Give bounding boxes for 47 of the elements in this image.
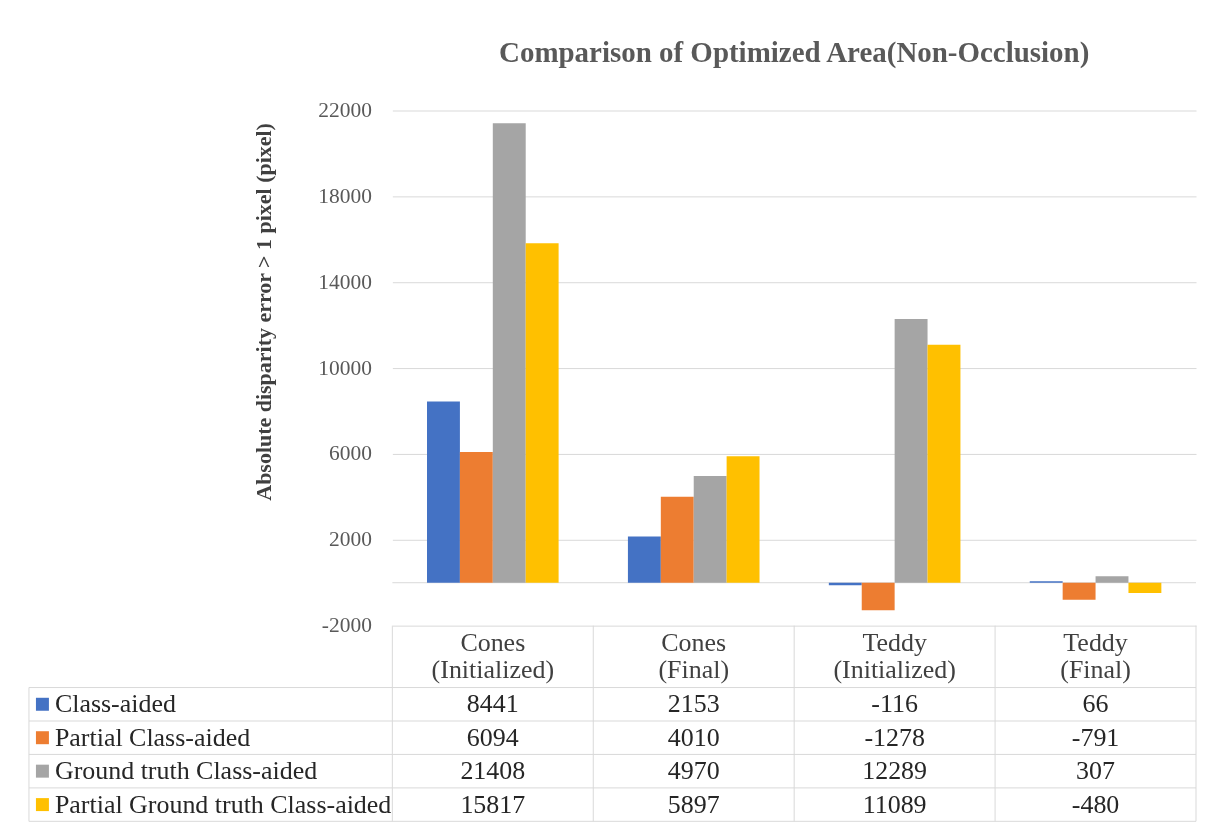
y-tick-label: 6000 <box>328 441 372 466</box>
x-tick-label: Cones (Final) <box>658 628 730 685</box>
data-label: 66 <box>1082 689 1109 719</box>
y-axis-title: Absolute disparity error > 1 pixel (pixel) <box>251 123 277 501</box>
data-label: 4970 <box>667 756 720 786</box>
legend-label: Partial Ground truth Class-aided <box>54 789 392 819</box>
bar <box>525 243 559 583</box>
bar <box>627 536 661 583</box>
data-label: -1278 <box>864 722 925 752</box>
data-label: -116 <box>871 689 918 719</box>
data-label: 12289 <box>862 756 928 786</box>
bar <box>660 496 694 583</box>
legend-label: Ground truth Class-aided <box>54 756 318 786</box>
bar <box>492 123 526 583</box>
data-label: 6094 <box>466 722 519 752</box>
data-label: 15817 <box>460 789 526 819</box>
data-label: 11089 <box>862 789 927 819</box>
x-tick-label: Cones (Initialized) <box>431 628 555 685</box>
y-tick-label: 10000 <box>318 355 372 380</box>
bar <box>726 456 760 583</box>
data-label: 2153 <box>667 689 720 719</box>
bar <box>894 318 928 583</box>
bar <box>1095 576 1129 583</box>
data-label: 5897 <box>667 789 720 819</box>
data-label: 21408 <box>460 756 526 786</box>
y-tick-label: -2000 <box>321 613 372 638</box>
bar <box>1062 582 1096 600</box>
bar <box>927 344 961 583</box>
legend-label: Class-aided <box>54 689 176 719</box>
y-tick-label: 22000 <box>318 97 372 122</box>
data-label: 4010 <box>667 722 720 752</box>
data-label: 307 <box>1076 756 1116 786</box>
bar <box>427 401 460 583</box>
y-tick-label: 18000 <box>318 183 372 208</box>
data-label: 8441 <box>466 689 519 719</box>
bar <box>693 476 727 583</box>
legend-label: Partial Class-aided <box>54 722 251 752</box>
bar <box>1128 582 1162 594</box>
x-tick-label: Teddy (Initialized) <box>833 628 956 685</box>
chart-title: Comparison of Optimized Area(Non-Occlusion) <box>499 35 1090 69</box>
x-tick-label: Teddy (Final) <box>1060 628 1131 685</box>
data-label: -791 <box>1071 722 1120 752</box>
bar <box>459 451 493 583</box>
data-label: -480 <box>1071 789 1120 819</box>
y-tick-label: 2000 <box>328 527 372 552</box>
y-tick-label: 14000 <box>318 269 372 294</box>
bar <box>861 582 895 611</box>
